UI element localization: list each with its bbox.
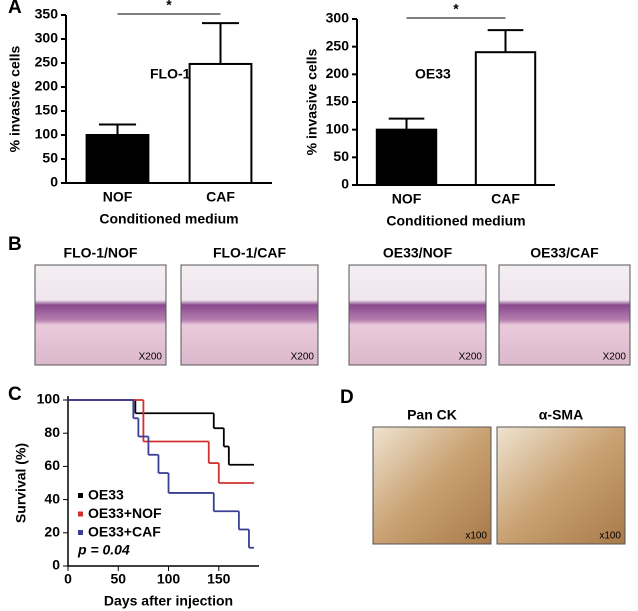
y-tick-label: 100 (326, 120, 350, 136)
y-axis-label: % invasive cells (7, 45, 23, 152)
micrograph (348, 264, 487, 366)
y-axis-label: Survival (%) (13, 443, 29, 523)
magnification: X200 (139, 352, 163, 363)
micrograph (496, 426, 626, 545)
significance: * (453, 1, 459, 17)
image-label: FLO-1/NOF (64, 245, 138, 261)
y-tick-label: 150 (326, 93, 350, 109)
annotation: OE33 (415, 66, 451, 82)
panel-letter: B (8, 234, 22, 255)
image-label: Pan CK (407, 407, 457, 423)
magnification: X200 (291, 352, 315, 363)
annotation: p = 0.04 (77, 542, 130, 558)
y-tick-label: 250 (35, 54, 59, 70)
legend-swatch (78, 493, 83, 498)
bar (375, 128, 438, 187)
y-tick-label: 50 (42, 150, 58, 166)
legend-label: OE33 (88, 487, 124, 503)
x-tick-label: NOF (103, 189, 133, 205)
y-tick-label: 300 (326, 10, 350, 26)
y-tick-label: 200 (326, 65, 350, 81)
y-tick-label: 0 (52, 557, 60, 573)
y-tick-label: 100 (35, 126, 59, 142)
y-tick-label: 20 (44, 524, 60, 540)
y-axis-label: % invasive cells (304, 48, 320, 155)
magnification: x100 (599, 531, 621, 542)
legend-label: OE33+CAF (88, 524, 161, 540)
x-tick-label: CAF (491, 191, 520, 207)
y-tick-label: 60 (44, 457, 60, 473)
x-tick-label: NOF (392, 191, 422, 207)
panel-letter: A (8, 0, 22, 18)
y-tick-label: 150 (35, 102, 59, 118)
legend-swatch (78, 511, 83, 517)
x-tick-label: 150 (207, 571, 231, 587)
x-axis-label: Conditioned medium (99, 211, 238, 227)
panel-letter: C (8, 384, 22, 405)
bar (188, 62, 253, 184)
y-tick-label: 250 (326, 37, 350, 53)
y-tick-label: 50 (333, 148, 349, 164)
significance: * (166, 0, 172, 13)
y-tick-label: 200 (35, 78, 59, 94)
y-tick-label: 0 (50, 174, 58, 190)
y-tick-label: 80 (44, 424, 60, 440)
x-tick-label: 0 (64, 571, 72, 587)
x-axis-label: Conditioned medium (386, 213, 525, 229)
legend-label: OE33+NOF (88, 505, 162, 521)
annotation: FLO-1 (150, 66, 191, 82)
image-label: α-SMA (539, 407, 583, 423)
y-tick-label: 300 (35, 30, 59, 46)
x-axis-label: Days after injection (104, 593, 233, 609)
y-tick-label: 100 (37, 391, 61, 407)
micrograph (180, 264, 319, 366)
micrograph (34, 264, 167, 366)
image-label: OE33/CAF (530, 245, 599, 261)
bar (85, 134, 150, 184)
image-label: OE33/NOF (383, 245, 453, 261)
bar (474, 51, 537, 187)
x-tick-label: 100 (157, 571, 181, 587)
y-tick-label: 0 (341, 176, 349, 192)
y-tick-label: 40 (44, 490, 60, 506)
magnification: X200 (603, 352, 627, 363)
panel-letter: D (340, 387, 354, 408)
legend-swatch (78, 530, 83, 535)
x-tick-label: 50 (110, 571, 126, 587)
y-tick-label: 350 (35, 6, 59, 22)
magnification: X200 (459, 352, 483, 363)
micrograph (498, 264, 631, 366)
micrograph (372, 426, 492, 545)
image-label: FLO-1/CAF (213, 245, 287, 261)
magnification: x100 (465, 531, 487, 542)
x-tick-label: CAF (206, 189, 235, 205)
